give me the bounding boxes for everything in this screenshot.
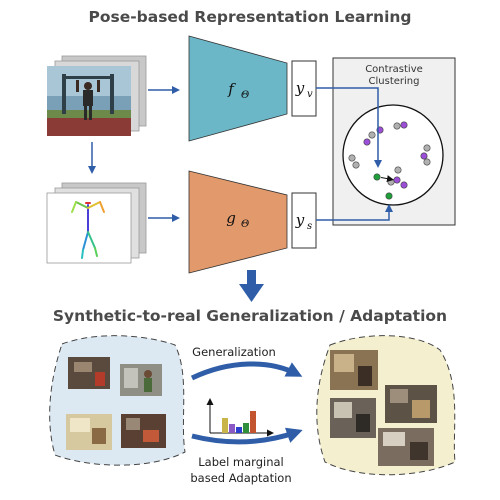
visual-encoder-f <box>188 35 288 142</box>
adaptation-label-line2: based Adaptation <box>190 471 291 485</box>
point-purple <box>400 121 408 129</box>
embedding-points <box>348 121 431 200</box>
embedding-ys-label: y <box>295 211 305 229</box>
pose-skeleton-frame <box>46 192 132 264</box>
title-bottom: Synthetic-to-real Generalization / Adapt… <box>53 307 447 325</box>
encoder-f-label: f <box>227 80 236 98</box>
real-thumb-2 <box>385 385 437 423</box>
video-frame-stack <box>47 55 147 136</box>
video-frame-thumbnail <box>47 66 131 136</box>
real-thumb-3 <box>330 398 376 438</box>
encoder-g-subscript: Θ <box>241 219 249 230</box>
synthetic-thumb-2 <box>120 364 162 396</box>
pose-frame-stack <box>46 182 147 264</box>
histogram-bar <box>250 411 256 433</box>
synthetic-thumbnails <box>66 357 166 450</box>
title-top: Pose-based Representation Learning <box>88 8 411 26</box>
histogram-bar <box>236 427 242 433</box>
point-purple <box>363 138 371 146</box>
point-green-anchor <box>373 173 381 181</box>
point-grey <box>348 154 356 162</box>
big-down-arrow <box>239 270 264 302</box>
arrow-anchor-to-positive <box>380 175 394 183</box>
synthetic-thumb-1 <box>68 357 110 389</box>
point-grey <box>423 158 431 166</box>
embedding-yv-label: y <box>295 79 305 97</box>
synthetic-thumb-3 <box>66 414 112 450</box>
histogram-bar <box>229 424 235 433</box>
point-purple-positive <box>393 176 401 184</box>
embedding-ys-subscript: s <box>307 221 312 232</box>
arrow-ys-to-cluster <box>316 204 393 221</box>
label-marginal-histogram <box>206 398 274 437</box>
point-grey <box>352 161 360 169</box>
contrastive-label-line1: Contrastive <box>365 64 423 75</box>
point-purple <box>400 181 408 189</box>
encoder-g-label: g <box>226 209 236 227</box>
point-grey <box>393 122 401 130</box>
real-thumb-1 <box>330 350 378 390</box>
embedding-yv-subscript: v <box>307 89 313 100</box>
histogram-bar <box>243 423 249 433</box>
arrow-yv-to-cluster <box>316 87 382 168</box>
point-grey <box>368 131 376 139</box>
histogram-bar <box>222 418 228 433</box>
embedding-space-circle <box>342 104 444 206</box>
real-thumb-4 <box>378 428 434 466</box>
real-thumbnails <box>330 350 437 466</box>
point-grey <box>394 166 402 174</box>
synthetic-thumb-4 <box>121 414 166 448</box>
pose-encoder-g <box>188 170 288 274</box>
point-grey <box>423 144 431 152</box>
contrastive-label-line2: Clustering <box>369 76 420 87</box>
generalization-arrow <box>190 361 303 381</box>
generalization-label: Generalization <box>192 345 276 359</box>
point-green <box>385 192 393 200</box>
adaptation-arrow <box>191 427 303 445</box>
embedding-ys-box <box>291 192 317 249</box>
pose-skeleton <box>71 201 105 259</box>
point-purple <box>420 152 428 160</box>
adaptation-label-line1: Label marginal <box>198 455 283 469</box>
encoder-f-subscript: Θ <box>241 90 249 101</box>
